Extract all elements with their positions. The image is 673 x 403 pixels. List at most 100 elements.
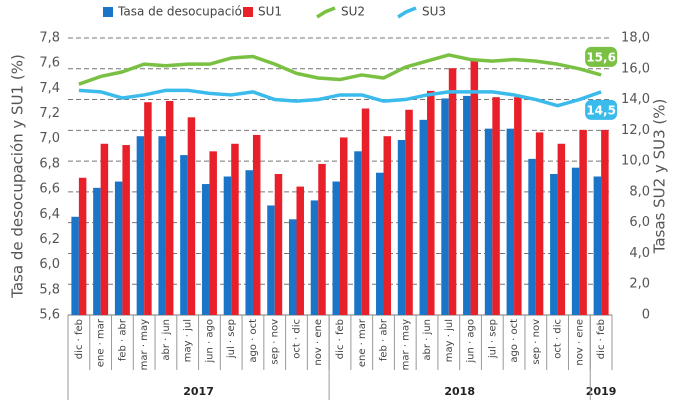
bar	[484, 128, 493, 315]
x-tick-label: feb · abr	[379, 318, 390, 361]
bar	[571, 167, 580, 315]
x-tick-label: nov · ene	[574, 319, 585, 366]
bar	[180, 155, 188, 315]
x-tick-label: jun · ago	[466, 319, 477, 364]
y-tick-label: 6,0	[39, 257, 60, 272]
bar	[514, 97, 522, 315]
x-tick-label: jul · sep	[226, 319, 237, 359]
bar	[506, 128, 515, 315]
y2-tick-label: 18,0	[621, 31, 650, 46]
legend-swatch	[103, 7, 113, 17]
bar	[209, 151, 217, 315]
bar	[187, 117, 196, 315]
y2-tick-label: 0	[642, 308, 650, 323]
bar	[405, 109, 413, 315]
x-tick-label: may · jul	[183, 319, 194, 362]
bar	[114, 181, 123, 315]
y-tick-label: 7,8	[39, 31, 60, 46]
bar	[78, 177, 87, 315]
y2-tick-label: 4,0	[629, 246, 650, 261]
y2-tick-label: 14,0	[621, 92, 650, 107]
bar	[448, 68, 457, 315]
bar	[144, 102, 152, 315]
x-tick-label: sep · nov	[270, 319, 281, 365]
x-tick-label: dic · feb	[74, 319, 85, 359]
y-tick-label: 6,2	[39, 232, 60, 247]
bar	[427, 90, 435, 315]
line	[78, 53, 602, 86]
bar	[528, 158, 536, 315]
value-label-box	[585, 46, 618, 67]
bar	[376, 172, 384, 315]
year-label: 2019	[586, 385, 617, 398]
bar	[100, 143, 109, 315]
bar	[579, 129, 587, 315]
bar	[419, 119, 428, 315]
bar	[492, 97, 500, 315]
y2-tick-label: 16,0	[621, 61, 650, 76]
y-tick-label: 7,6	[39, 56, 60, 71]
bar	[354, 151, 362, 315]
x-tick-label: abr · jun	[422, 319, 433, 361]
value-label: 15,6	[586, 50, 616, 64]
y2-tick-label: 6,0	[629, 215, 650, 230]
x-tick-label: abr · jun	[161, 319, 172, 361]
bar	[136, 136, 145, 315]
legend-label: Tasa de desocupación	[117, 5, 250, 19]
y-tick-label: 5,6	[39, 308, 60, 323]
bar	[93, 187, 101, 315]
bar	[340, 137, 348, 315]
bar	[332, 181, 340, 315]
bar	[296, 186, 304, 315]
line	[78, 88, 602, 108]
x-tick-label: jul · sep	[487, 319, 498, 359]
bar	[165, 100, 174, 315]
bar	[71, 216, 79, 315]
bar	[383, 136, 392, 315]
bar	[201, 184, 210, 315]
x-tick-label: feb · abr	[117, 318, 128, 361]
bar	[274, 173, 283, 315]
x-tick-label: mar · may	[139, 319, 150, 370]
x-tick-label: ago · oct	[509, 319, 520, 363]
y-tick-label: 5,8	[39, 282, 60, 297]
bar	[593, 176, 602, 315]
y-tick-label: 7,0	[39, 131, 60, 146]
x-tick-label: ene · mar	[357, 318, 368, 367]
value-label: 14,5	[586, 103, 616, 117]
bar	[535, 132, 544, 315]
y-tick-label: 7,4	[39, 81, 60, 96]
x-tick-label: oct · dic	[553, 319, 564, 359]
bar	[231, 143, 239, 315]
legend-label: SU1	[258, 5, 282, 19]
y-tick-label: 6,4	[39, 207, 60, 222]
bar	[550, 173, 558, 315]
legend-swatch	[397, 6, 417, 19]
y-axis-title: Tasa de desocupación y SU1 (%)	[9, 54, 27, 299]
year-label: 2018	[444, 385, 475, 398]
x-tick-label: dic · feb	[596, 319, 607, 359]
y2-tick-label: 8,0	[629, 184, 650, 199]
x-tick-label: may · jul	[444, 319, 455, 362]
bar	[463, 95, 471, 315]
x-tick-label: oct · dic	[291, 319, 302, 359]
value-label-box	[585, 99, 618, 120]
bar	[223, 176, 232, 315]
bar	[122, 145, 130, 315]
bar	[470, 60, 479, 315]
x-tick-label: nov · ene	[313, 319, 324, 366]
bar	[601, 129, 609, 315]
y2-tick-label: 12,0	[621, 123, 650, 138]
x-tick-label: mar · may	[400, 319, 411, 370]
y-tick-label: 6,8	[39, 156, 60, 171]
x-tick-label: jun · ago	[204, 319, 215, 364]
y2-tick-label: 10,0	[621, 154, 650, 169]
y-tick-label: 6,6	[39, 182, 60, 197]
bar	[397, 139, 406, 315]
bar	[557, 143, 566, 315]
year-label: 2017	[183, 385, 214, 398]
x-tick-label: ago · oct	[248, 319, 259, 363]
bar	[310, 200, 319, 315]
x-tick-label: dic · feb	[335, 319, 346, 359]
bar	[252, 134, 261, 315]
